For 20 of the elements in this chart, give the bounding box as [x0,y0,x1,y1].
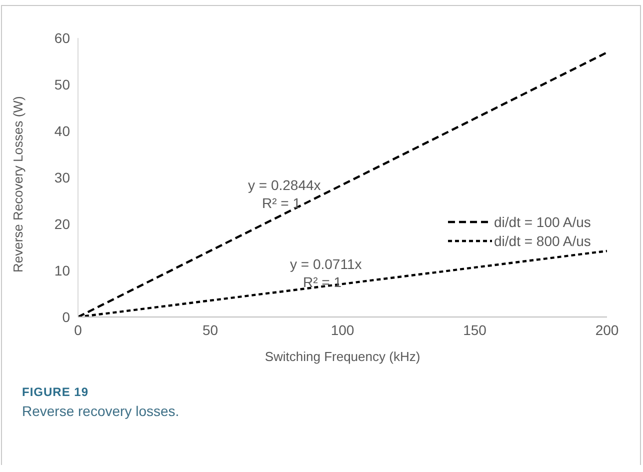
y-tick-label: 60 [54,30,70,46]
legend-label: di/dt = 800 A/us [494,232,591,248]
text: FIGURE 19 [22,385,89,399]
y-tick-label: 40 [54,122,70,139]
x-tick-label: 100 [330,322,354,338]
x-axis-title: Switching Frequency (kHz) [264,349,420,364]
y-tick-label: 20 [54,216,70,232]
y-tick-label: 0 [62,308,70,325]
y-tick-label: 10 [54,262,70,278]
legend-label: di/dt = 100 A/us [494,214,591,230]
y-tick-label: 50 [54,76,70,92]
x-tick-label: 50 [202,322,218,338]
x-tick-label: 200 [595,322,619,338]
annotation: y = 0.0711x [290,256,362,272]
x-tick-label: 0 [74,322,82,338]
y-axis-title: Reverse Recovery Losses (W) [10,96,26,272]
text: Reverse recovery losses. [22,403,180,419]
x-tick-label: 150 [463,322,487,338]
annotation: y = 0.2844x [248,177,321,193]
y-tick-label: 30 [54,169,70,186]
